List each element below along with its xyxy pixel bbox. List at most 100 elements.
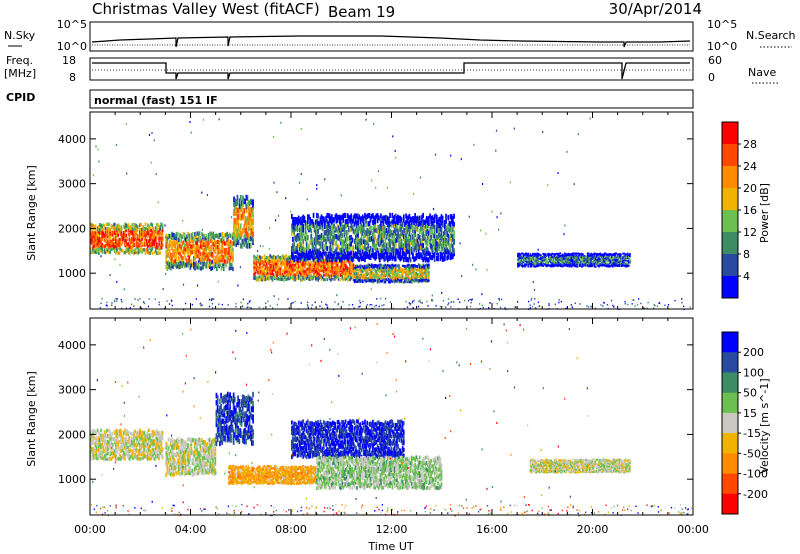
echo-cell: [611, 261, 614, 264]
echo-cell: [229, 239, 232, 244]
echo-cell: [373, 273, 375, 277]
echo-cell: [421, 224, 423, 230]
echo-cell: [432, 223, 435, 229]
echo-cell: [533, 265, 535, 268]
echo-cell: [159, 236, 162, 240]
echo-cell: [570, 252, 573, 255]
echo-cell: [421, 238, 423, 244]
echo-cell: [597, 255, 599, 258]
echo-cell: [552, 258, 555, 261]
echo-cell: [296, 262, 299, 266]
echo-cell: [311, 269, 314, 273]
echo-cell: [311, 263, 314, 267]
echo-cell: [392, 216, 395, 222]
echo-cell: [267, 256, 269, 260]
echo-cell: [592, 261, 595, 264]
echo-cell: [614, 255, 616, 258]
echo-cell: [522, 260, 525, 263]
echo-cell: [592, 253, 595, 256]
echo-cell: [98, 228, 100, 232]
echo-cell: [406, 237, 408, 243]
echo-cell: [207, 256, 210, 261]
speckle-cell: [300, 173, 302, 175]
echo-cell: [345, 265, 348, 269]
speckle-cell: [147, 305, 150, 308]
echo-cell: [406, 271, 408, 274]
echo-cell: [535, 265, 538, 268]
echo-cell: [112, 230, 115, 235]
echo-cell: [556, 264, 558, 267]
echo-cell: [98, 436, 100, 440]
echo-cell: [199, 240, 202, 245]
echo-cell: [209, 251, 211, 256]
echo-cell: [337, 277, 340, 281]
speckle-cell: [390, 223, 392, 226]
speckle-cell: [217, 280, 219, 283]
echo-cell: [190, 238, 193, 244]
echo-cell: [361, 275, 364, 279]
echo-cell: [374, 276, 377, 280]
speckle-cell: [258, 306, 260, 309]
echo-cell: [619, 257, 622, 260]
echo-cell: [342, 213, 345, 219]
echo-cell: [553, 257, 556, 260]
echo-cell: [149, 228, 151, 233]
echo-cell: [593, 265, 596, 268]
echo-cell: [421, 278, 423, 282]
echo-cell: [153, 238, 156, 242]
echo-cell: [220, 266, 223, 271]
echo-cell: [100, 226, 102, 230]
echo-cell: [623, 262, 625, 265]
echo-cell: [602, 253, 605, 256]
speckle-cell: [491, 210, 493, 213]
speckle-cell: [191, 303, 193, 306]
echo-cell: [328, 229, 331, 235]
echo-cell: [336, 266, 339, 270]
echo-cell: [383, 264, 386, 268]
echo-cell: [310, 219, 313, 225]
echo-cell: [280, 272, 283, 276]
echo-cell: [243, 198, 245, 204]
echo-cell: [309, 273, 311, 277]
speckle-cell: [571, 306, 573, 309]
speckle-cell: [386, 186, 388, 189]
echo-cell: [431, 215, 434, 221]
echo-cell: [361, 270, 364, 273]
echo-cell: [585, 263, 588, 265]
echo-cell: [537, 254, 540, 257]
echo-region: [233, 194, 254, 249]
echo-cell: [599, 262, 602, 265]
echo-cell: [406, 229, 408, 235]
echo-cell: [228, 261, 231, 266]
echo-cell: [344, 223, 347, 229]
echo-cell: [326, 278, 329, 282]
echo-cell: [309, 221, 311, 227]
echo-cell: [254, 262, 257, 266]
echo-cell: [426, 228, 429, 234]
echo-cell: [144, 222, 147, 227]
echo-cell: [333, 271, 335, 275]
speckle-cell: [351, 304, 354, 306]
echo-cell: [309, 255, 311, 261]
echo-cell: [627, 254, 630, 257]
echo-cell: [424, 273, 427, 276]
echo-cell: [375, 273, 378, 277]
echo-cell: [244, 216, 247, 222]
echo-cell: [239, 194, 242, 201]
echo-cell: [300, 230, 302, 236]
echo-cell: [320, 214, 323, 220]
echo-cell: [124, 241, 126, 246]
echo-cell: [167, 244, 170, 249]
echo-cell: [182, 250, 185, 255]
echo-cell: [191, 232, 194, 237]
echo-cell: [336, 260, 339, 264]
speckle-cell: [457, 298, 459, 300]
echo-cell: [360, 233, 363, 239]
echo-cell: [315, 270, 317, 274]
echo-cell: [581, 254, 583, 257]
speckle-cell: [310, 307, 313, 309]
echo-cell: [524, 259, 526, 262]
speckle-cell: [432, 299, 434, 302]
echo-cell: [590, 252, 592, 255]
echo-cell: [422, 235, 424, 241]
